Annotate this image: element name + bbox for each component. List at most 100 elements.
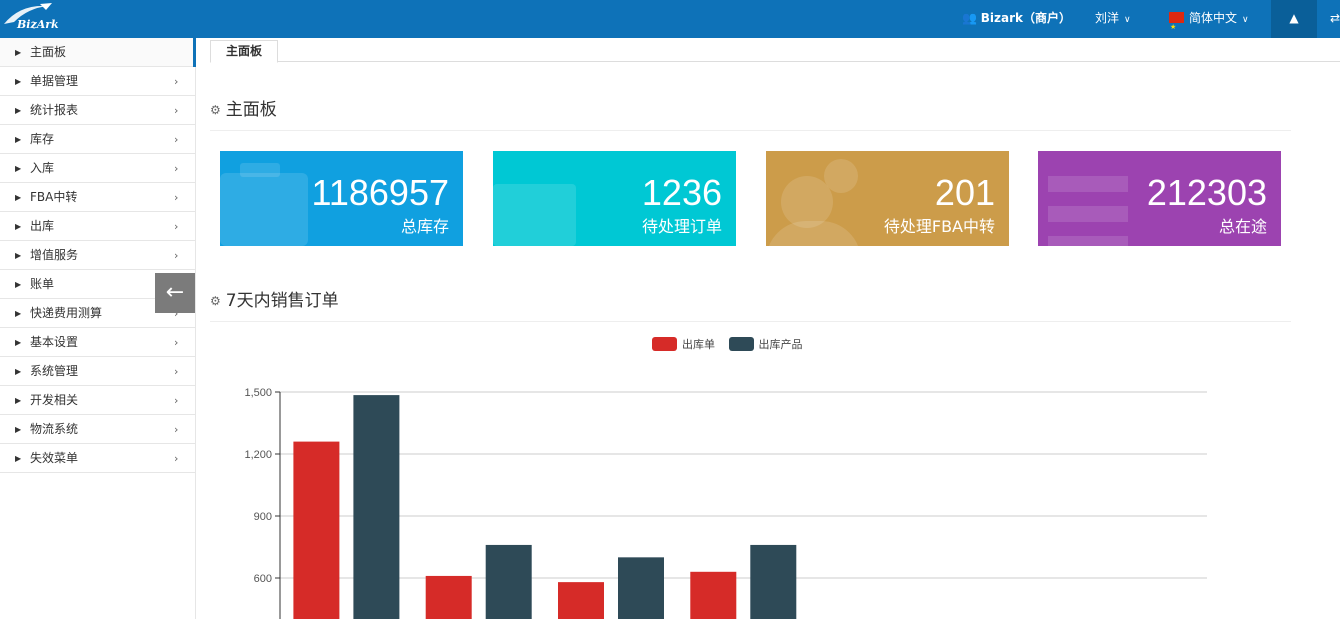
user-dropdown[interactable]: 刘洋 ∨ (1095, 0, 1131, 38)
language-label: 简体中文 (1189, 11, 1238, 25)
sidebar-item-inbound[interactable]: ▶ 入库 › (0, 154, 195, 183)
stat-value: 212303 (1146, 172, 1267, 213)
sidebar-item-label: 基本设置 (30, 335, 79, 349)
chevron-right-icon: › (174, 133, 179, 146)
y-tick-label: 600 (254, 573, 272, 585)
chevron-right-icon: › (174, 162, 179, 175)
caret-right-icon: ▶ (15, 367, 22, 376)
y-tick-label: 1,200 (244, 449, 272, 461)
chevron-right-icon: › (174, 75, 179, 88)
sales-title: 7天内销售订单 (225, 291, 339, 311)
stat-card-total-inventory[interactable]: 1186957 总库存 (220, 151, 463, 246)
caret-right-icon: ▶ (15, 338, 22, 347)
sidebar-item-label: 库存 (30, 132, 55, 146)
cogs-icon: ⚙ (210, 294, 221, 308)
sidebar-item-label: 开发相关 (30, 393, 79, 407)
chevron-right-icon: › (174, 452, 179, 465)
top-navbar: BizArk 👥 Bizark（商户） 刘洋 ∨ 简体中文 ∨ ▲ ⇄ (0, 0, 1340, 45)
stat-label: 总在途 (1218, 217, 1267, 236)
dashboard-section-title: ⚙ 主面板 (210, 91, 1291, 131)
chevron-right-icon: › (174, 423, 179, 436)
bar-outbound-orders[interactable] (425, 575, 472, 619)
stat-value: 1186957 (311, 172, 449, 213)
sidebar-item-label: 系统管理 (30, 364, 79, 378)
sidebar-item-label: FBA中转 (30, 190, 78, 204)
sidebar-item-shipping-calc[interactable]: ▶ 快递费用测算 › (0, 299, 195, 328)
sidebar-item-label: 主面板 (30, 45, 67, 59)
notification-button[interactable]: ▲ (1271, 0, 1317, 38)
sidebar-item-label: 出库 (30, 219, 55, 233)
caret-right-icon: ▶ (15, 135, 22, 144)
sidebar-item-label: 账单 (30, 277, 55, 291)
logo-text: BizArk (17, 18, 59, 31)
chevron-right-icon: › (174, 307, 179, 320)
tab-dashboard[interactable]: 主面板 (210, 40, 278, 63)
sidebar-item-inventory[interactable]: ▶ 库存 › (0, 125, 195, 154)
sidebar-item-developer[interactable]: ▶ 开发相关 › (0, 386, 195, 415)
chevron-right-icon: › (174, 336, 179, 349)
legend-swatch (728, 337, 754, 351)
logo-swoosh-icon (4, 3, 52, 24)
arrow-left-icon: ← (165, 280, 185, 305)
y-tick-label: 1,500 (244, 387, 272, 399)
bell-icon: ▲ (1289, 11, 1299, 25)
sidebar-item-label: 入库 (30, 161, 55, 175)
tab-bar: 主面板 (210, 38, 1340, 63)
bar-outbound-products[interactable] (485, 544, 532, 619)
sidebar-item-invalid-menu[interactable]: ▶ 失效菜单 › (0, 444, 195, 473)
stat-card-pending-orders[interactable]: 1236 待处理订单 (493, 151, 736, 246)
stat-value: 201 (934, 172, 995, 213)
sidebar-item-system[interactable]: ▶ 系统管理 › (0, 357, 195, 386)
chevron-right-icon: › (174, 104, 179, 117)
bar-outbound-orders[interactable] (558, 582, 604, 619)
bar-outbound-products[interactable] (618, 557, 664, 619)
chevron-down-icon: ∨ (1124, 15, 1131, 25)
sidebar-menu: ▶ 主面板 ▶ 单据管理 › ▶ 统计报表 › ▶ 库存 › ▶ 入库 › ▶ FBA中转 › ▶ 出库… (0, 38, 196, 619)
caret-right-icon: ▶ (15, 164, 22, 173)
brand-logo[interactable]: BizArk (0, 0, 60, 38)
bar-outbound-products[interactable] (353, 395, 400, 619)
caret-right-icon: ▶ (15, 309, 22, 318)
stat-card-pending-fba[interactable]: 201 待处理FBA中转 (766, 151, 1009, 246)
merchant-account-menu[interactable]: 👥 Bizark（商户） (962, 0, 1071, 38)
sidebar-item-label: 失效菜单 (30, 451, 79, 465)
sidebar-item-label: 增值服务 (30, 248, 79, 262)
sidebar-item-reports[interactable]: ▶ 统计报表 › (0, 96, 195, 125)
legend-label: 出库单 (682, 338, 715, 351)
caret-right-icon: ▶ (15, 222, 22, 231)
bar-outbound-products[interactable] (750, 544, 797, 619)
sidebar-item-label: 快递费用测算 (30, 306, 103, 320)
bar-outbound-orders[interactable] (690, 571, 737, 619)
sidebar-item-fba-transfer[interactable]: ▶ FBA中转 › (0, 183, 195, 212)
stat-label: 待处理FBA中转 (883, 217, 995, 236)
legend-item-outbound-products[interactable]: 出库产品 (728, 336, 803, 352)
sales-bar-chart: 1,500 1,200 900 600 (244, 387, 1207, 619)
sidebar-item-value-added[interactable]: ▶ 增值服务 › (0, 241, 195, 270)
sales-section-title: ⚙ 7天内销售订单 (210, 282, 1291, 322)
users-icon: 👥 (962, 11, 977, 25)
caret-right-icon: ▶ (15, 193, 22, 202)
cogs-icon: ⚙ (210, 103, 221, 117)
stat-label: 待处理订单 (641, 217, 722, 236)
legend-item-outbound-orders[interactable]: 出库单 (652, 336, 715, 352)
sidebar-item-dashboard[interactable]: ▶ 主面板 (0, 38, 196, 67)
stat-card-in-transit[interactable]: 212303 总在途 (1038, 151, 1281, 246)
y-tick-label: 900 (254, 511, 272, 523)
merchant-label: Bizark（商户） (980, 11, 1072, 25)
user-name: 刘洋 (1095, 11, 1120, 25)
chevron-right-icon: › (174, 394, 179, 407)
sidebar-item-basic-settings[interactable]: ▶ 基本设置 › (0, 328, 195, 357)
caret-right-icon: ▶ (15, 454, 22, 463)
sidebar-item-outbound[interactable]: ▶ 出库 › (0, 212, 195, 241)
chevron-down-icon: ∨ (1242, 15, 1249, 25)
caret-right-icon: ▶ (15, 280, 22, 289)
bar-outbound-orders[interactable] (293, 441, 340, 619)
sidebar-item-documents[interactable]: ▶ 单据管理 › (0, 67, 195, 96)
legend-swatch (652, 337, 677, 351)
china-flag-icon (1169, 9, 1184, 45)
sidebar-collapse-button[interactable]: ← (155, 273, 195, 313)
chart-legend: 出库单 出库产品 (652, 336, 813, 352)
language-dropdown[interactable]: 简体中文 ∨ (1169, 0, 1249, 45)
sidebar-item-logistics[interactable]: ▶ 物流系统 › (0, 415, 195, 444)
toggle-panel-button[interactable]: ⇄ (1330, 0, 1340, 38)
